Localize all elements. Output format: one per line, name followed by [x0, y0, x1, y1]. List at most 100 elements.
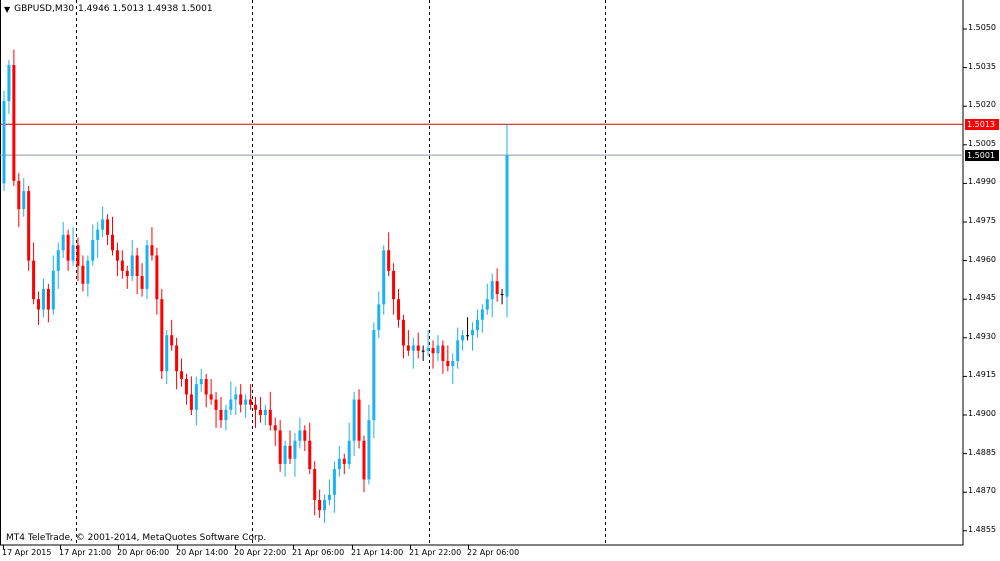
candle-body	[342, 458, 346, 464]
candle-body	[401, 319, 405, 346]
candle-body	[352, 399, 356, 441]
candle-body	[101, 219, 105, 230]
candle-body	[500, 294, 504, 296]
candle-body	[32, 260, 36, 300]
price-tick-label: 1.4960	[968, 254, 996, 264]
price-tick-label: 1.4945	[968, 293, 996, 303]
price-tick-label: 1.5020	[968, 100, 996, 110]
candle-body	[470, 330, 474, 336]
candle-body	[180, 371, 184, 379]
candle-body	[140, 276, 144, 289]
price-tick-label: 1.5035	[968, 61, 996, 71]
candle-body	[505, 155, 509, 297]
candle-body	[194, 384, 198, 410]
candle-body	[51, 270, 55, 310]
candle-body	[263, 409, 267, 415]
price-tick-label: 1.4930	[968, 331, 996, 341]
candle-body	[46, 288, 50, 310]
price-tick-label: 1.4990	[968, 177, 996, 187]
time-tick-label: 17 Apr 2015	[2, 548, 52, 557]
time-tick-label: 22 Apr 06:00	[467, 548, 520, 557]
candle-body	[160, 299, 164, 372]
price-tick-label: 1.4915	[968, 370, 996, 380]
candle-body	[214, 399, 218, 410]
price-tick-label: 1.4975	[968, 216, 996, 225]
candle-body	[461, 335, 465, 341]
candle-body	[372, 330, 376, 421]
triangle-down-icon[interactable]: ▼	[4, 4, 11, 14]
candle-body	[303, 430, 307, 441]
price-tick-label: 1.4885	[968, 447, 996, 457]
candle-body	[135, 255, 139, 277]
candle-body	[91, 240, 95, 261]
candle-body	[106, 219, 110, 235]
candle-body	[258, 409, 262, 415]
candle-body	[387, 250, 391, 271]
candle-body	[22, 191, 26, 210]
candle-body	[466, 335, 470, 337]
candle-body	[451, 360, 455, 367]
candle-body	[229, 399, 233, 410]
candle-body	[17, 180, 21, 210]
candle-body	[61, 234, 65, 251]
candle-body	[475, 319, 479, 331]
candle-body	[125, 270, 129, 277]
candle-body	[268, 409, 272, 426]
candle-body	[120, 260, 124, 271]
candle-body	[209, 394, 213, 400]
candle-body	[86, 260, 90, 284]
candle-body	[130, 255, 134, 277]
candle-body	[184, 378, 188, 395]
price-tick-label: 1.4870	[968, 486, 996, 496]
candle-body	[115, 250, 119, 261]
candle-body	[150, 245, 154, 256]
candle-body	[249, 399, 253, 405]
candle-body	[332, 469, 336, 495]
candle-body	[224, 409, 228, 421]
candle-body	[362, 440, 366, 480]
candle-body	[327, 494, 331, 500]
candle-body	[431, 348, 435, 354]
candle-body	[313, 469, 317, 500]
candle-body	[367, 420, 371, 480]
candle-body	[27, 191, 31, 261]
time-tick-label: 21 Apr 14:00	[351, 548, 404, 557]
ask-price-tag: 1.5013	[965, 119, 999, 131]
candle-body	[298, 430, 302, 441]
time-tick-label: 21 Apr 22:00	[409, 548, 462, 557]
time-tick-label: 20 Apr 14:00	[176, 548, 229, 557]
candle-body	[293, 440, 297, 459]
time-tick-label: 21 Apr 06:00	[292, 548, 345, 557]
candle-body	[347, 440, 351, 464]
candle-body	[337, 458, 341, 470]
candle-body	[323, 499, 327, 511]
copyright-text: MT4 TeleTrade, © 2001-2014, MetaQuotes S…	[6, 533, 267, 543]
candle-body	[480, 309, 484, 320]
candle-body	[66, 234, 70, 261]
candle-body	[96, 229, 100, 241]
candle-body	[56, 250, 60, 271]
candle-body	[456, 340, 460, 361]
price-tick-label: 1.4900	[968, 409, 996, 418]
price-tick-label: 1.5050	[968, 23, 996, 32]
candle-body	[436, 345, 440, 354]
candle-body	[357, 399, 361, 441]
candle-body	[308, 440, 312, 470]
candle-body	[175, 345, 179, 372]
candle-body	[12, 65, 16, 181]
candle-body	[81, 265, 85, 284]
candle-body	[446, 360, 450, 367]
candle-body	[426, 348, 430, 351]
candle-body	[2, 101, 6, 184]
time-tick-label: 20 Apr 06:00	[117, 548, 170, 557]
chart-header: ▼ GBPUSD,M30 1.4946 1.5013 1.4938 1.5001	[4, 4, 213, 14]
price-tick-label: 1.4855	[968, 524, 996, 534]
candle-body	[441, 345, 445, 361]
candle-body	[165, 335, 169, 372]
candle-body	[288, 445, 292, 459]
candle-body	[397, 299, 401, 320]
candle-body	[318, 499, 322, 511]
time-tick-label: 20 Apr 22:00	[234, 548, 287, 557]
candle-body	[377, 304, 381, 331]
